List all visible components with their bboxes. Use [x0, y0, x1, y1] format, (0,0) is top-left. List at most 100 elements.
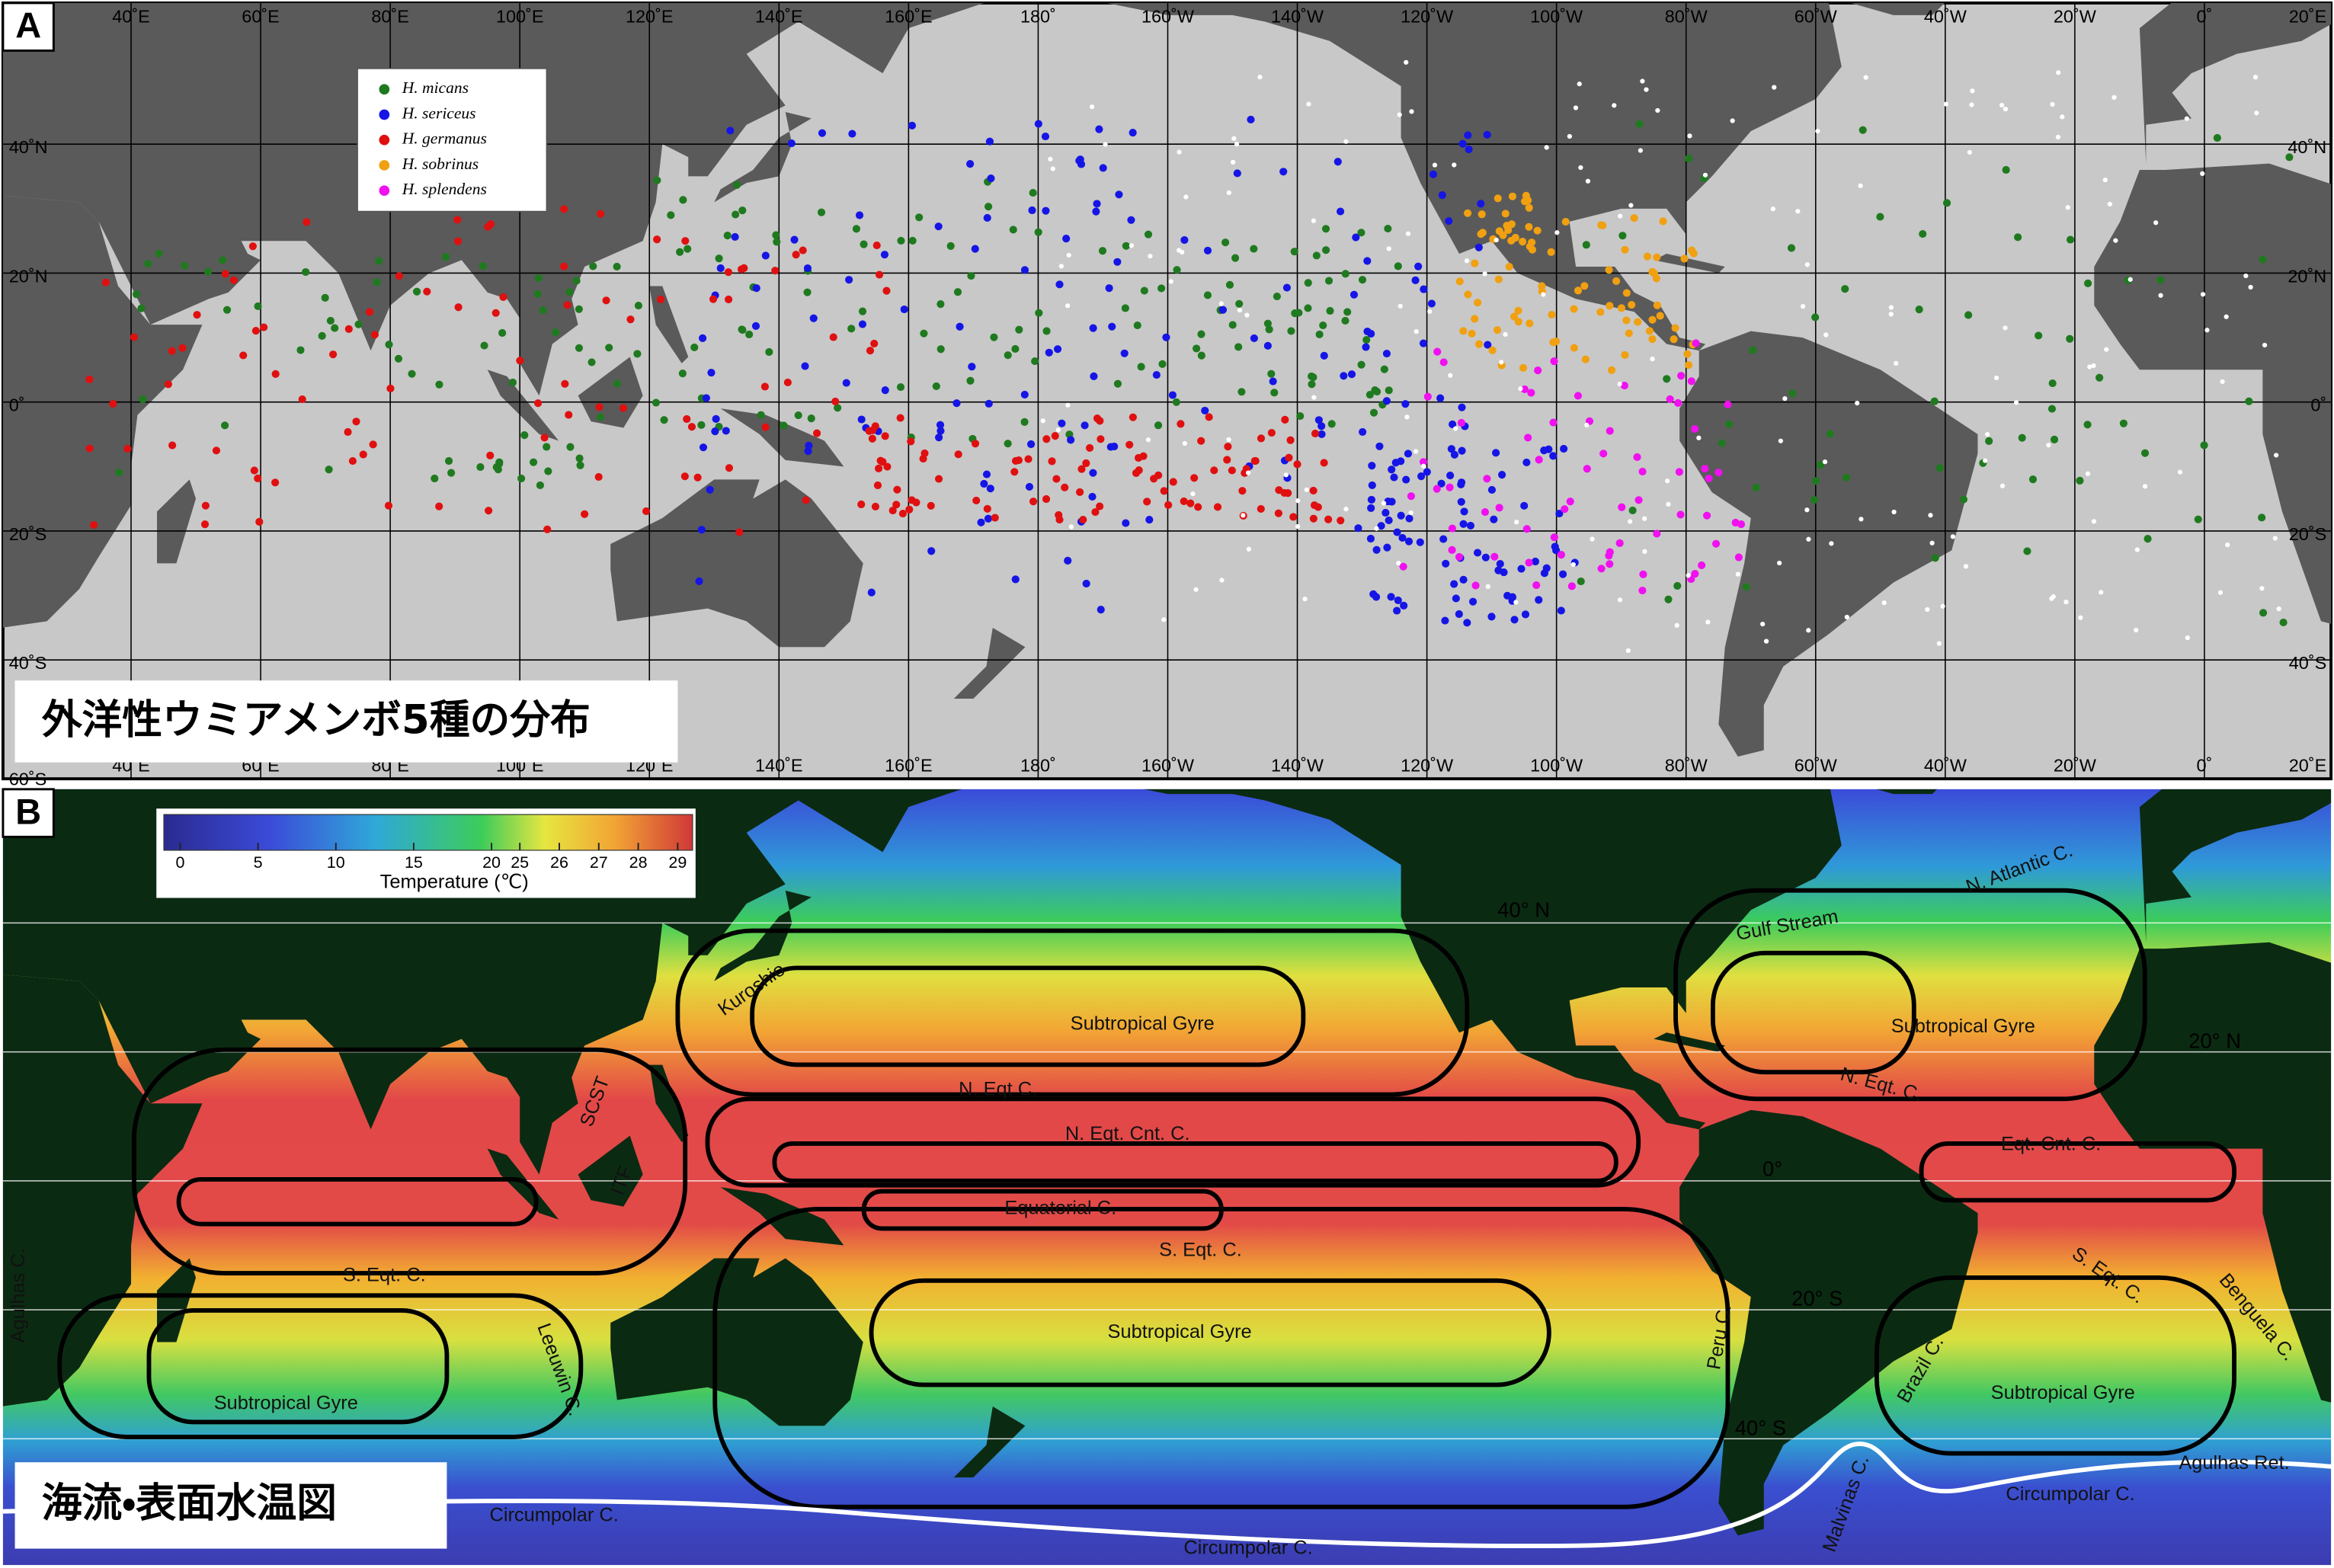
survey-dot [2204, 328, 2210, 333]
landmass [2, 195, 203, 628]
dot [1004, 351, 1012, 360]
dot [1684, 155, 1693, 163]
survey-dot [2254, 110, 2259, 116]
dot [1487, 613, 1496, 621]
dot [725, 464, 734, 472]
dot [1082, 579, 1090, 588]
dot [1622, 289, 1631, 297]
longitude-label: 120˚W [1401, 756, 1454, 776]
dot [1354, 524, 1362, 533]
dot [1488, 346, 1497, 354]
dot [613, 379, 621, 388]
survey-dot [1295, 523, 1301, 530]
dot [731, 232, 739, 242]
dot [1394, 596, 1402, 605]
dot [2213, 133, 2221, 142]
dot [1841, 285, 1849, 293]
survey-dot [1513, 600, 1519, 605]
dot [1705, 474, 1713, 483]
current-label: Subtropical Gyre [1991, 1382, 2135, 1403]
survey-dot [1503, 331, 1508, 338]
dot [1137, 363, 1145, 371]
dot [1532, 581, 1541, 590]
latitude-label: 0˚ [2310, 395, 2326, 415]
dot [986, 485, 994, 493]
dot [1671, 324, 1679, 332]
survey-dot [1040, 418, 1045, 424]
dot [1621, 350, 1629, 360]
colorbar-tick-label: 15 [405, 853, 423, 872]
survey-dot [1065, 303, 1071, 309]
dot [1447, 445, 1455, 453]
dot [254, 302, 262, 310]
longitude-label: 40˚W [1924, 7, 1967, 27]
dot [517, 474, 526, 483]
dot [529, 458, 538, 466]
latitude-label: 20° N [2188, 1029, 2241, 1052]
dot [834, 404, 842, 412]
latitude-label: 40° N [1497, 898, 1550, 921]
dot [394, 354, 403, 363]
survey-dot [1936, 641, 1942, 646]
dot [1162, 333, 1170, 341]
dot [1718, 439, 1726, 447]
dot [218, 256, 227, 264]
dot [533, 399, 543, 408]
dot [1275, 486, 1283, 494]
dot [907, 437, 915, 446]
survey-dot [1226, 190, 1231, 196]
dot [1574, 286, 1583, 295]
latitude-label: 40° S [1735, 1416, 1786, 1439]
dot [203, 267, 213, 276]
dot [1367, 495, 1375, 504]
survey-dot [1888, 312, 1894, 317]
dot [1656, 312, 1664, 320]
survey-dot [2060, 114, 2065, 120]
dot [581, 510, 589, 518]
survey-dot [1343, 139, 1349, 144]
current-label: Agulhas C. [8, 1248, 29, 1342]
dot [2083, 421, 2092, 429]
current-label: Agulhas Ret. [2179, 1452, 2289, 1474]
dot [633, 350, 642, 358]
dot [680, 472, 689, 481]
dot [1596, 308, 1605, 316]
longitude-label: 160˚E [885, 7, 933, 27]
dot [1257, 504, 1265, 514]
dot [1666, 395, 1674, 404]
dot [1368, 462, 1376, 470]
dot [2144, 535, 2152, 543]
dot [985, 203, 993, 211]
dot [1394, 262, 1402, 270]
survey-dot [2051, 594, 2056, 600]
dot [1507, 236, 1516, 245]
survey-dot [1772, 85, 1777, 90]
dot [1492, 449, 1500, 457]
survey-dot [1386, 246, 1391, 251]
dot [706, 485, 714, 494]
dot [1620, 381, 1628, 390]
survey-dot [1963, 564, 1969, 569]
survey-dot [1687, 133, 1692, 139]
dot [589, 262, 597, 270]
dot [1099, 164, 1107, 172]
dot [250, 466, 258, 475]
dot [565, 288, 574, 296]
survey-dot [1800, 303, 1806, 309]
dot [1612, 277, 1621, 285]
dot [1458, 446, 1466, 455]
dot [484, 222, 492, 231]
dot [1545, 445, 1553, 453]
dot [137, 304, 146, 312]
dot [1205, 413, 1213, 421]
dot [1281, 415, 1289, 424]
dot [1358, 276, 1367, 284]
dot [1811, 477, 1820, 485]
dot [1481, 553, 1490, 562]
dot [1788, 389, 1797, 398]
dot [771, 267, 780, 275]
dot [2200, 441, 2208, 450]
survey-dot [1925, 606, 1930, 613]
dot [491, 309, 500, 317]
dot [875, 464, 883, 472]
